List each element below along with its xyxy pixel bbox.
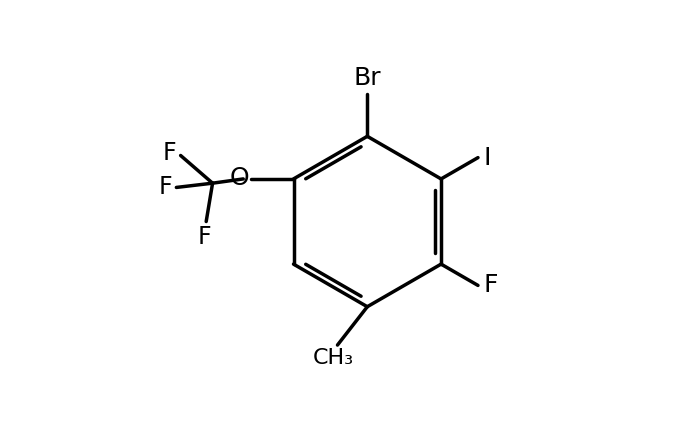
- Text: I: I: [483, 146, 491, 170]
- Text: CH₃: CH₃: [313, 348, 354, 368]
- Text: F: F: [197, 225, 211, 249]
- Text: Br: Br: [354, 66, 381, 90]
- Text: F: F: [158, 176, 172, 199]
- Text: F: F: [483, 273, 498, 297]
- Text: O: O: [229, 166, 249, 190]
- Text: F: F: [163, 141, 176, 165]
